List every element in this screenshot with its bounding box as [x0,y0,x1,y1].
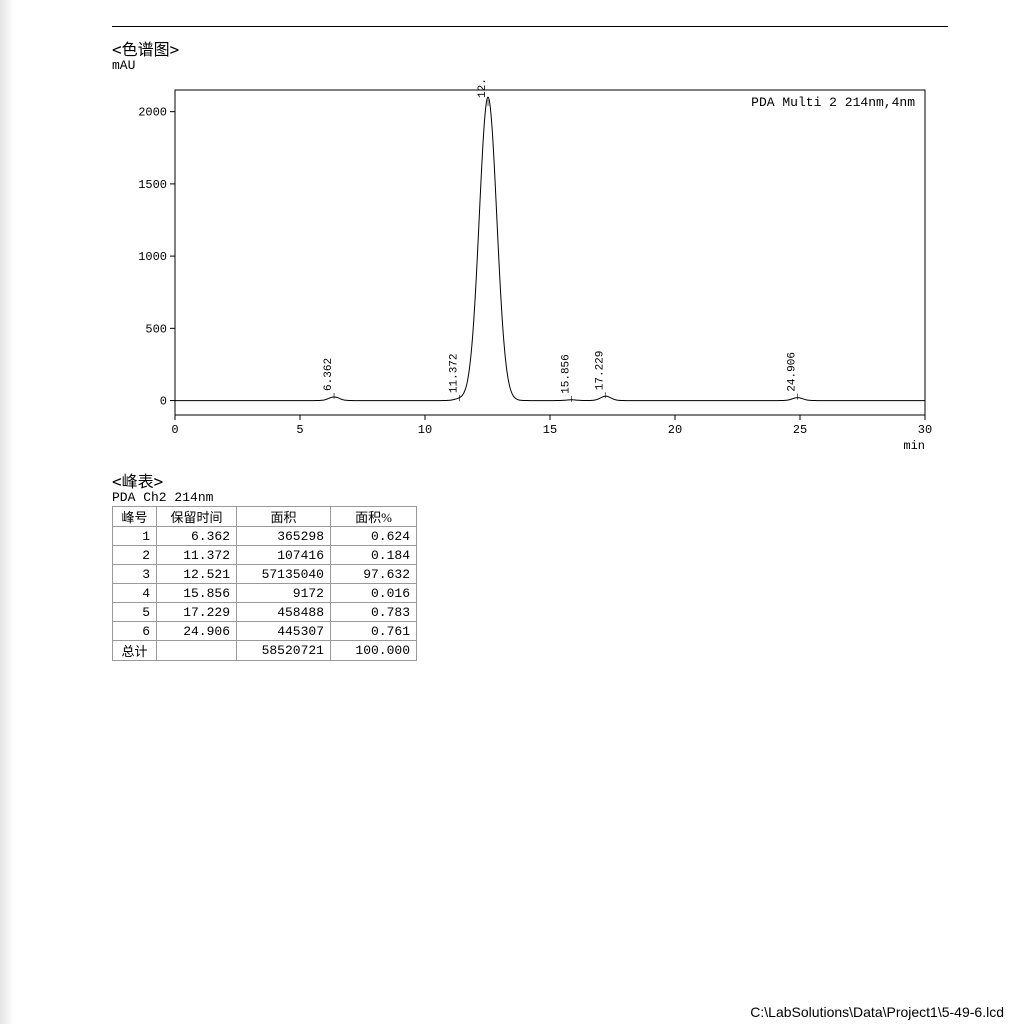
svg-text:0: 0 [160,395,167,409]
peak-table-subtitle: PDA Ch2 214nm [112,490,213,505]
svg-text:PDA Multi 2 214nm,4nm: PDA Multi 2 214nm,4nm [751,95,915,110]
top-rule [112,26,948,27]
table-row: 517.2294584880.783 [113,603,417,622]
table-header: 面积% [331,507,417,527]
svg-text:500: 500 [145,322,167,336]
peak-table: 峰号保留时间面积面积%16.3623652980.624211.37210741… [112,506,417,661]
chromatogram-chart: 0 500 1000 1500 2000 0 5 10 15 20 25 30 min PDA Multi… [120,80,940,460]
page-shadow [0,0,14,1024]
svg-text:20: 20 [668,423,682,437]
peak-label: 15.856 [560,354,572,394]
table-row: 415.85691720.016 [113,584,417,603]
peak-label: 11.372 [448,354,460,394]
peak-label: 6.362 [323,358,335,391]
svg-text:2000: 2000 [138,106,167,120]
table-row: 211.3721074160.184 [113,546,417,565]
table-row: 624.9064453070.761 [113,622,417,641]
table-row: 16.3623652980.624 [113,527,417,546]
svg-text:1500: 1500 [138,178,167,192]
peak-label: 24.906 [787,352,799,392]
table-total-row: 总计58520721100.000 [113,641,417,661]
peak-table-title: <峰表> [112,468,163,492]
svg-text:1000: 1000 [138,250,167,264]
svg-text:25: 25 [793,423,807,437]
table-header: 面积 [237,507,331,527]
svg-text:15: 15 [543,423,557,437]
footer-filepath: C:\LabSolutions\Data\Project1\5-49-6.lcd [750,1004,1004,1020]
chromatogram-title: <色谱图> [112,36,179,60]
table-row: 312.5215713504097.632 [113,565,417,584]
peak-label: 17.229 [595,351,607,391]
svg-text:5: 5 [296,423,303,437]
svg-text:30: 30 [918,423,932,437]
svg-text:min: min [903,439,925,453]
peak-label: 12.521 [477,80,489,98]
svg-text:0: 0 [171,423,178,437]
y-axis-unit: mAU [112,58,135,73]
table-header: 保留时间 [157,507,237,527]
svg-text:10: 10 [418,423,432,437]
table-header: 峰号 [113,507,157,527]
